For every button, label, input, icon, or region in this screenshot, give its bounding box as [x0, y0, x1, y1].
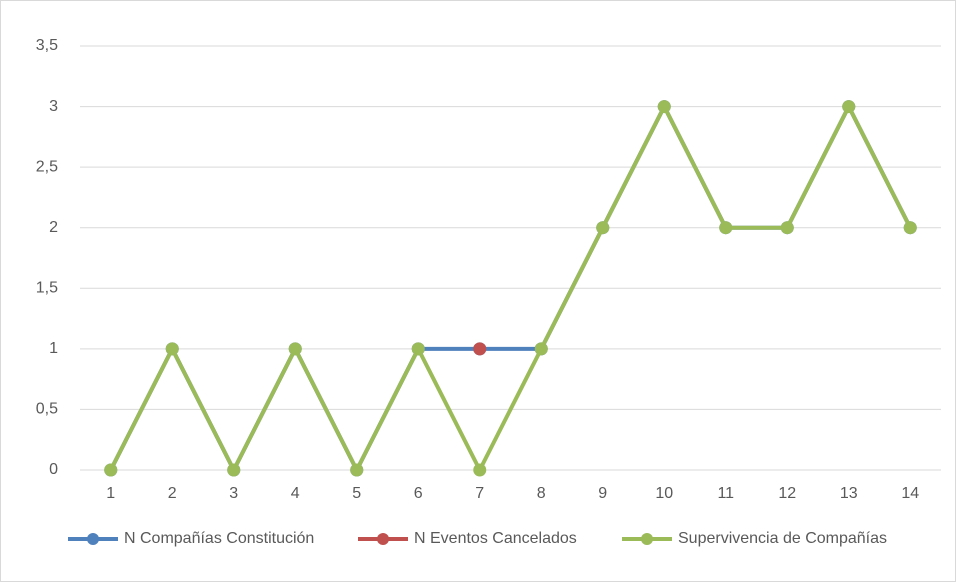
legend-marker	[641, 533, 653, 545]
data-point	[473, 342, 487, 356]
x-tick-label: 8	[537, 485, 546, 502]
legend-marker	[87, 533, 99, 545]
x-tick-label: 10	[655, 485, 673, 502]
x-tick-label: 11	[717, 485, 734, 502]
x-tick-label: 12	[778, 485, 796, 502]
legend-label: Supervivencia de Compañías	[678, 530, 887, 547]
data-point	[657, 100, 671, 114]
data-point	[842, 100, 856, 114]
y-tick-label: 3,5	[36, 37, 58, 54]
x-tick-label: 4	[291, 485, 300, 502]
x-tick-label: 5	[352, 485, 361, 502]
x-tick-label: 1	[106, 485, 115, 502]
x-tick-label: 9	[598, 485, 607, 502]
data-point	[780, 221, 794, 235]
data-point	[719, 221, 733, 235]
x-tick-label: 14	[901, 485, 919, 502]
data-point	[288, 342, 302, 356]
data-point	[411, 342, 425, 356]
legend-label: N Eventos Cancelados	[414, 530, 577, 547]
data-point	[165, 342, 179, 356]
x-tick-label: 13	[840, 485, 858, 502]
y-tick-label: 2	[49, 219, 58, 236]
data-point	[350, 463, 364, 477]
data-point	[534, 342, 548, 356]
data-point	[903, 221, 917, 235]
data-point	[596, 221, 610, 235]
y-tick-label: 3	[49, 98, 58, 115]
legend-label: N Compañías Constitución	[124, 530, 314, 547]
y-tick-label: 0,5	[36, 401, 58, 418]
data-point	[473, 463, 487, 477]
y-tick-label: 1	[49, 340, 58, 357]
y-tick-label: 0	[49, 461, 58, 478]
legend-marker	[377, 533, 389, 545]
x-tick-label: 3	[229, 485, 238, 502]
x-tick-label: 7	[475, 485, 484, 502]
series-line	[108, 104, 913, 472]
x-tick-label: 2	[168, 485, 177, 502]
y-tick-label: 1,5	[36, 280, 58, 297]
data-point	[227, 463, 241, 477]
x-tick-label: 6	[414, 485, 423, 502]
data-point	[104, 463, 118, 477]
y-tick-label: 2,5	[36, 158, 58, 175]
